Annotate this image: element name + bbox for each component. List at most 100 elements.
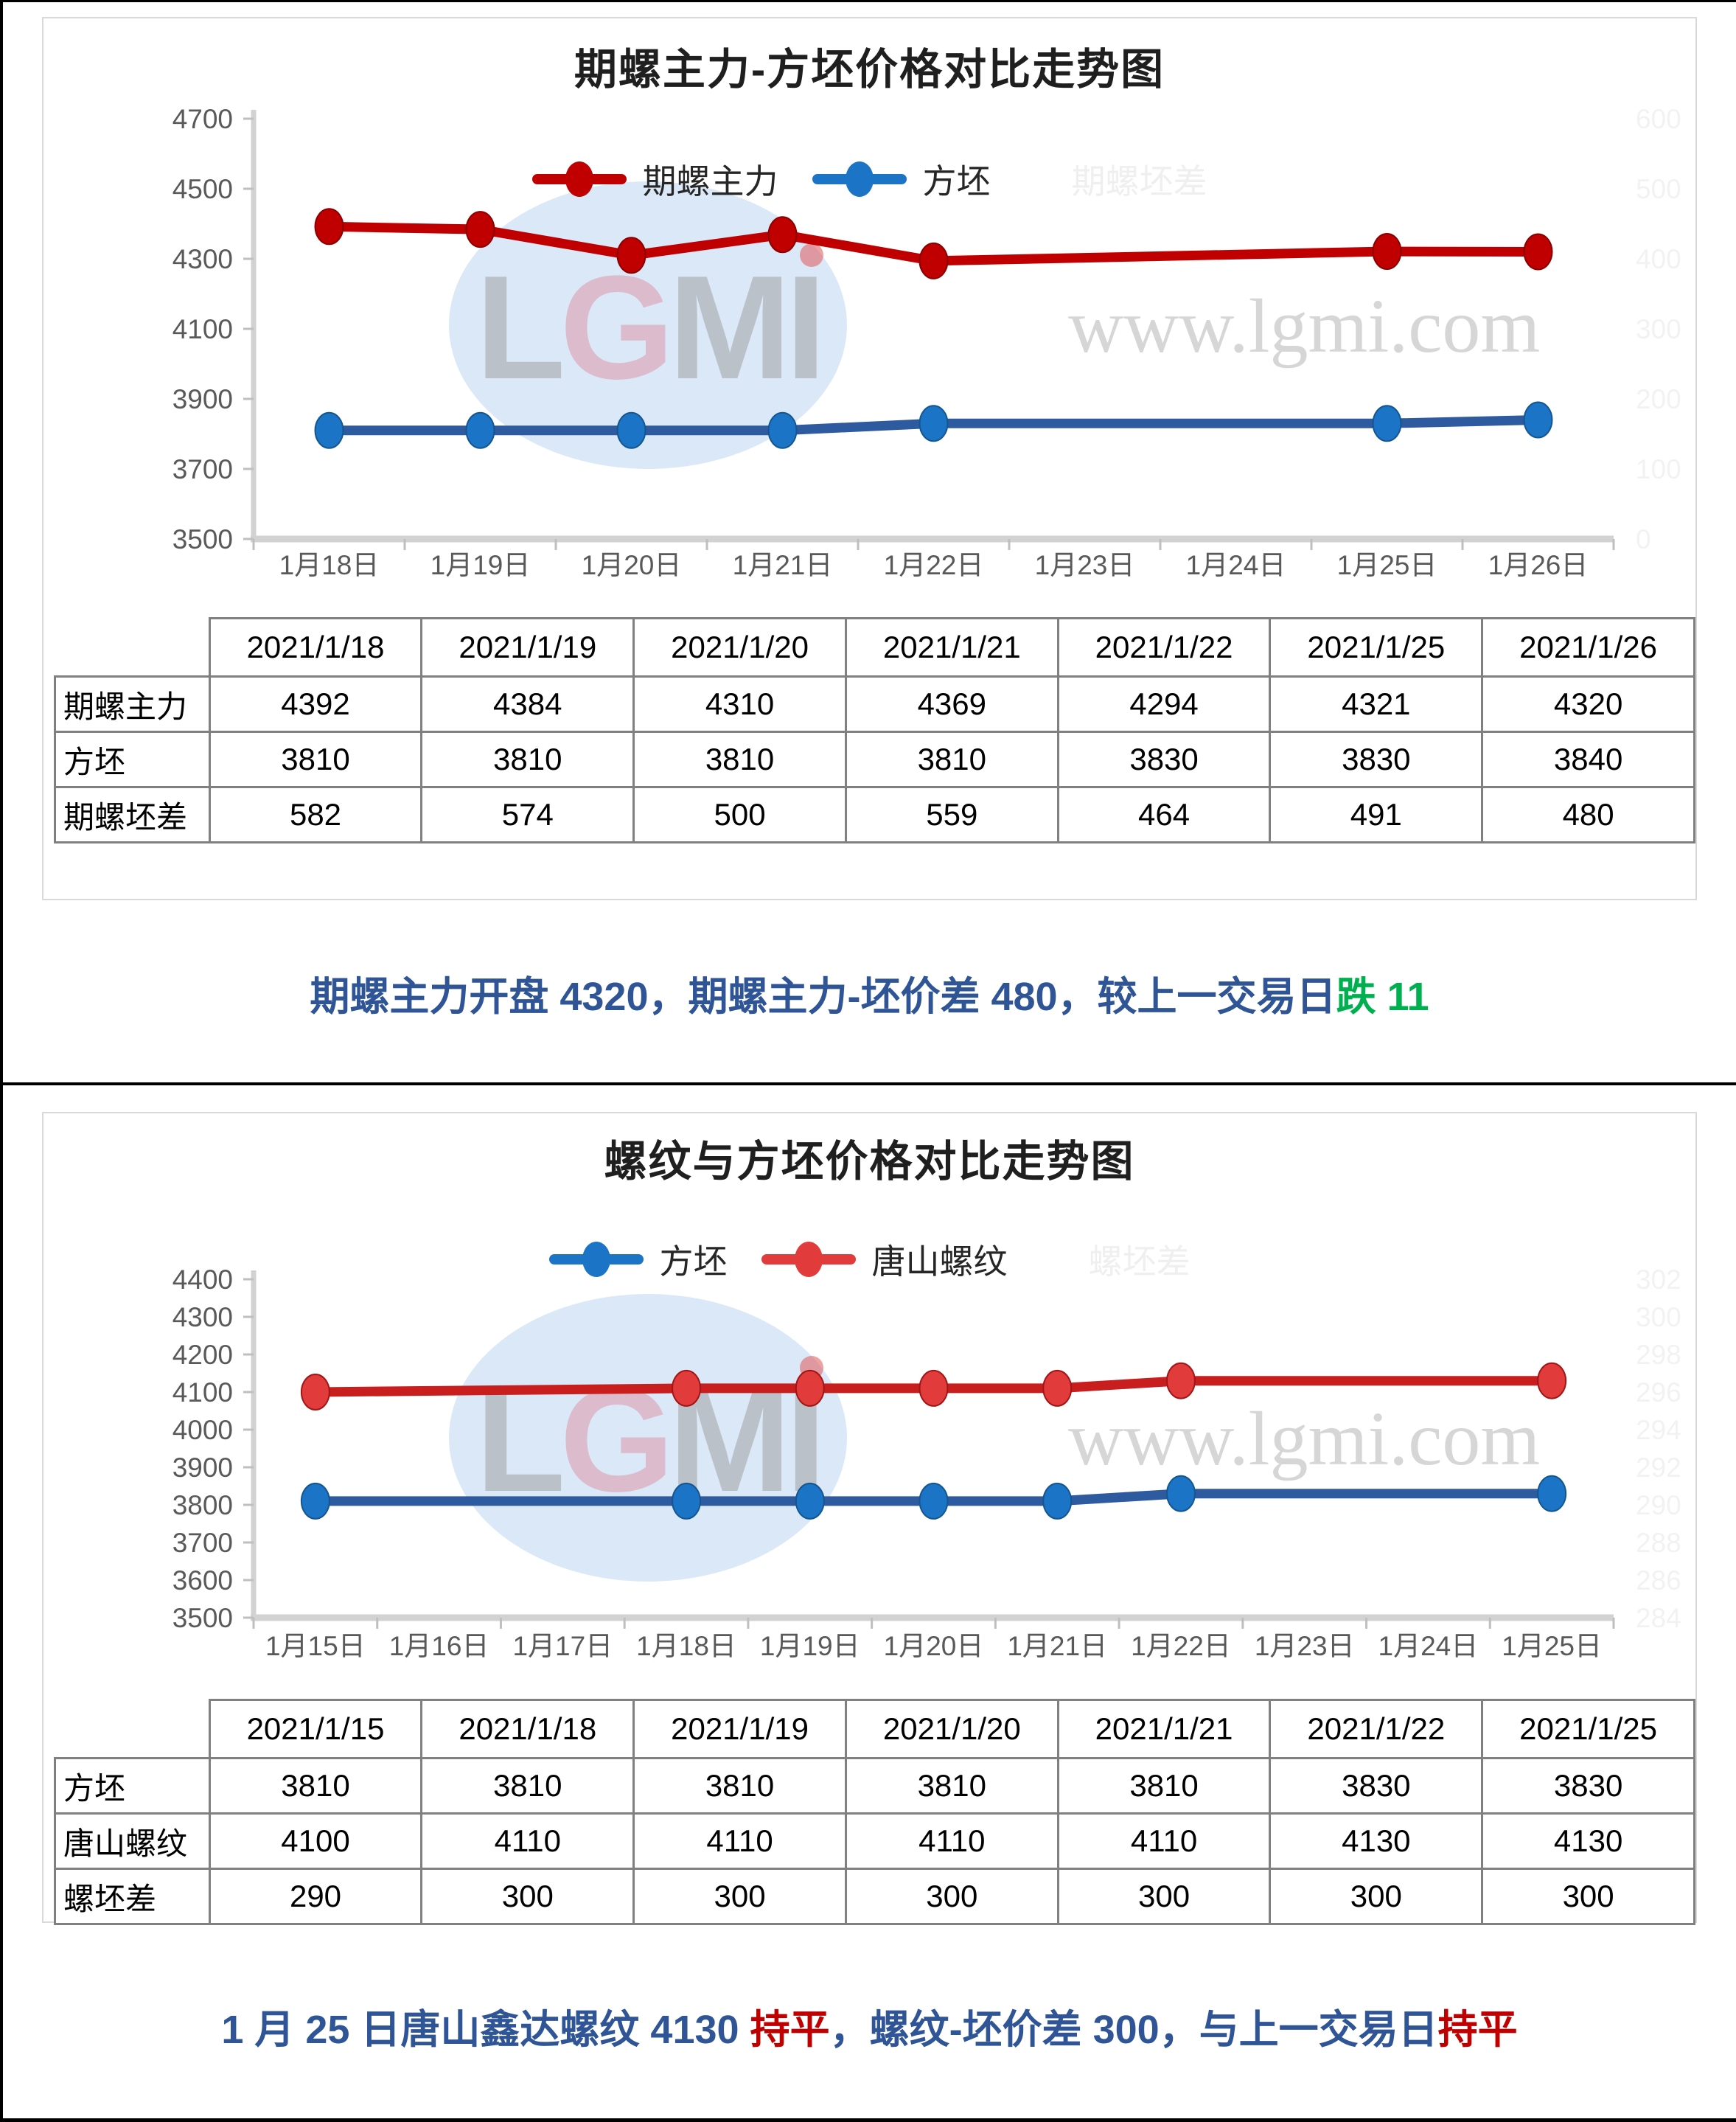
- table-value-cell: 559: [844, 786, 1059, 843]
- x-axis-tick-label: 1月24日: [1186, 550, 1286, 580]
- table-value-cell: 3810: [632, 731, 847, 788]
- secondary-y-axis-tick-label: 600: [1636, 104, 1681, 134]
- table-value-cell: 4392: [208, 675, 423, 733]
- lgmi-logo-watermark: [449, 1294, 847, 1582]
- x-axis-tick-label: 1月16日: [389, 1631, 489, 1661]
- secondary-y-axis-tick-label: 400: [1636, 244, 1681, 274]
- x-axis-tick-label: 1月23日: [1255, 1631, 1355, 1661]
- data-point-marker: [795, 1369, 825, 1407]
- y-axis-tick-label: 4700: [172, 104, 233, 134]
- table-value-cell: 3830: [1056, 731, 1272, 788]
- table-value-cell: 4294: [1056, 675, 1272, 733]
- x-axis-tick-label: 1月20日: [582, 550, 682, 580]
- summary-segment: 期螺主力开盘 4320，期螺主力-坯价差 480，较上一交易日: [310, 975, 1336, 1019]
- table-value-cell: 300: [1481, 1868, 1695, 1925]
- table-date-header: 2021/1/19: [420, 617, 635, 678]
- table-row-label: 唐山螺纹: [54, 1812, 211, 1870]
- table-date-header: 2021/1/20: [632, 617, 847, 678]
- legend-item: 期螺主力: [531, 155, 778, 203]
- futures-billet-line-chart: LGMI www.lgmi.com 4700 600 4500 500 4300 400 410…: [172, 104, 1681, 580]
- table-value-cell: 4310: [632, 675, 847, 733]
- x-axis-tick-label: 1月19日: [430, 550, 531, 580]
- table-date-header: 2021/1/19: [632, 1699, 847, 1759]
- data-point-marker: [918, 405, 949, 442]
- y-axis-tick-label: 4300: [172, 244, 233, 274]
- table-value-cell: 4100: [208, 1812, 423, 1870]
- data-point-marker: [767, 411, 798, 449]
- y-axis-tick-label: 3900: [172, 384, 233, 414]
- lgmi-logo-watermark: [449, 181, 847, 469]
- table-value-cell: 582: [208, 786, 423, 843]
- table-value-cell: 4130: [1269, 1812, 1484, 1870]
- table-value-cell: 3810: [208, 1757, 423, 1815]
- y-axis-tick-label: 3700: [172, 454, 233, 484]
- table-value-cell: 300: [844, 1868, 1059, 1925]
- table-value-cell: 3830: [1269, 1757, 1484, 1815]
- data-point-marker: [795, 1482, 825, 1520]
- legend-item: 唐山螺纹: [761, 1235, 1008, 1284]
- legend-item: 方坯: [548, 1235, 728, 1284]
- summary-segment: 1 月 25 日唐山鑫达螺纹 4130: [221, 2008, 750, 2052]
- secondary-y-axis-tick-label: 284: [1636, 1603, 1681, 1633]
- x-axis-tick-label: 1月19日: [760, 1631, 860, 1661]
- table-corner-cell: [55, 618, 210, 677]
- table-date-header: 2021/1/26: [1481, 617, 1695, 678]
- lgmi-url-watermark: www.lgmi.com: [1068, 284, 1540, 369]
- chart-title-futures-billet: 期螺主力-方坯价格对比走势图: [574, 46, 1165, 94]
- secondary-y-axis-tick-label: 300: [1636, 314, 1681, 344]
- secondary-y-axis-tick-label: 286: [1636, 1565, 1681, 1596]
- data-point-marker: [616, 411, 646, 449]
- table-value-cell: 3810: [420, 1757, 635, 1815]
- table-value-cell: 3810: [844, 731, 1059, 788]
- table-value-cell: 3840: [1481, 731, 1695, 788]
- table-value-cell: 4369: [844, 675, 1059, 733]
- x-axis-tick-label: 1月18日: [636, 1631, 736, 1661]
- data-point-marker: [1537, 1362, 1567, 1399]
- hidden-series-watermark: 螺坯差: [1088, 1242, 1191, 1281]
- y-axis-tick-label: 4100: [172, 314, 233, 344]
- y-axis-tick-label: 4400: [172, 1264, 233, 1295]
- x-axis-tick-label: 1月25日: [1502, 1631, 1602, 1661]
- legend-item: 方坯: [812, 155, 991, 203]
- rebar-vs-billet-section: 螺纹与方坯价格对比走势图 方坯 唐山螺纹 螺坯差 LGMI www.lgmi.com 4…: [3, 1085, 1736, 2055]
- y-axis-tick-label: 3500: [172, 524, 233, 554]
- secondary-y-axis-tick-label: 100: [1636, 454, 1681, 484]
- table-value-cell: 300: [420, 1868, 635, 1925]
- data-point-marker: [918, 1482, 949, 1520]
- rebar-billet-chart-panel: 螺纹与方坯价格对比走势图 方坯 唐山螺纹 螺坯差 LGMI www.lgmi.com 4…: [42, 1112, 1697, 1925]
- x-axis-tick-label: 1月21日: [733, 550, 833, 580]
- legend-series-label: 方坯: [922, 162, 991, 201]
- secondary-y-axis-tick-label: 294: [1636, 1415, 1681, 1445]
- legend-series-marker: [531, 174, 627, 184]
- data-point-marker: [672, 1482, 702, 1520]
- x-axis-tick-label: 1月18日: [279, 550, 380, 580]
- secondary-y-axis-tick-label: 292: [1636, 1453, 1681, 1483]
- table-value-cell: 3810: [1056, 1757, 1272, 1815]
- table-value-cell: 491: [1269, 786, 1484, 843]
- table-value-cell: 464: [1056, 786, 1272, 843]
- table-value-cell: 300: [1056, 1868, 1272, 1925]
- data-point-marker: [314, 208, 344, 246]
- table-value-cell: 4321: [1269, 675, 1484, 733]
- legend-series-marker: [812, 174, 907, 184]
- secondary-y-axis-tick-label: 300: [1636, 1302, 1681, 1332]
- y-axis-tick-label: 3600: [172, 1565, 233, 1596]
- x-axis-tick-label: 1月17日: [512, 1631, 613, 1661]
- table-value-cell: 3830: [1481, 1757, 1695, 1815]
- legend-rebar-billet: 方坯 唐山螺纹 螺坯差: [43, 1235, 1695, 1284]
- table-row-label: 期螺主力: [54, 675, 211, 733]
- data-point-marker: [1165, 1362, 1196, 1399]
- data-point-marker: [314, 411, 344, 449]
- y-axis-tick-label: 4300: [172, 1302, 233, 1332]
- table-value-cell: 500: [632, 786, 847, 843]
- table-value-cell: 300: [1269, 1868, 1484, 1925]
- table-value-cell: 3810: [420, 731, 635, 788]
- data-point-marker: [918, 242, 949, 279]
- legend-series-label: 期螺主力: [642, 162, 778, 201]
- summary-segment: ，螺纹-坯价差 300，与上一交易日: [829, 2008, 1438, 2052]
- x-axis-tick-label: 1月22日: [1131, 1631, 1231, 1661]
- lgmi-logo-letters: LGMI: [475, 246, 820, 410]
- table-date-header: 2021/1/22: [1269, 1699, 1484, 1759]
- chart-title-rebar-billet: 螺纹与方坯价格对比走势图: [604, 1138, 1135, 1186]
